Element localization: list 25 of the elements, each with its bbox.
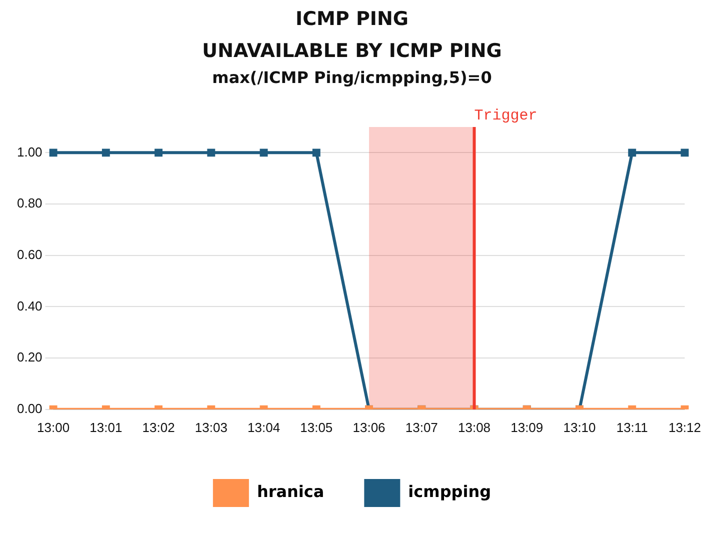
y-tick-label: 0.00 bbox=[16, 400, 42, 416]
text: max(/ICMP Ping/icmpping,5)=0 bbox=[211, 68, 493, 87]
x-tick-label: 13:02 bbox=[142, 420, 175, 435]
x-tick-label: 13:11 bbox=[616, 420, 648, 435]
x-tick-label: 13:03 bbox=[194, 420, 228, 435]
x-tick-label: 13:08 bbox=[458, 420, 491, 435]
x-tick-label: 13:07 bbox=[405, 420, 438, 435]
legend-label: icmpping bbox=[408, 482, 492, 502]
legend-label: hranica bbox=[256, 482, 324, 502]
y-tick-label: 0.20 bbox=[16, 350, 42, 365]
x-tick-label: 13:04 bbox=[248, 420, 280, 435]
x-tick-label: 13:12 bbox=[668, 420, 702, 435]
y-tick-label: 1.00 bbox=[16, 144, 42, 160]
x-tick-label: 13:10 bbox=[563, 420, 596, 435]
y-tick-label: 0.80 bbox=[16, 196, 42, 211]
y-tick-label: 0.40 bbox=[16, 298, 42, 314]
x-tick-label: 13:06 bbox=[352, 420, 386, 435]
x-tick-label: 13:00 bbox=[37, 420, 70, 435]
chart-title: ICMP PING bbox=[294, 8, 410, 30]
y-tick-label: 0.60 bbox=[16, 246, 42, 262]
x-tick-label: 13:01 bbox=[90, 420, 122, 435]
chart-subtitle: UNAVAILABLE BY ICMP PING bbox=[201, 40, 503, 62]
x-tick-label: 13:09 bbox=[510, 420, 544, 435]
x-tick-label: 13:05 bbox=[300, 420, 333, 435]
ref-line-label: Trigger bbox=[474, 107, 538, 124]
